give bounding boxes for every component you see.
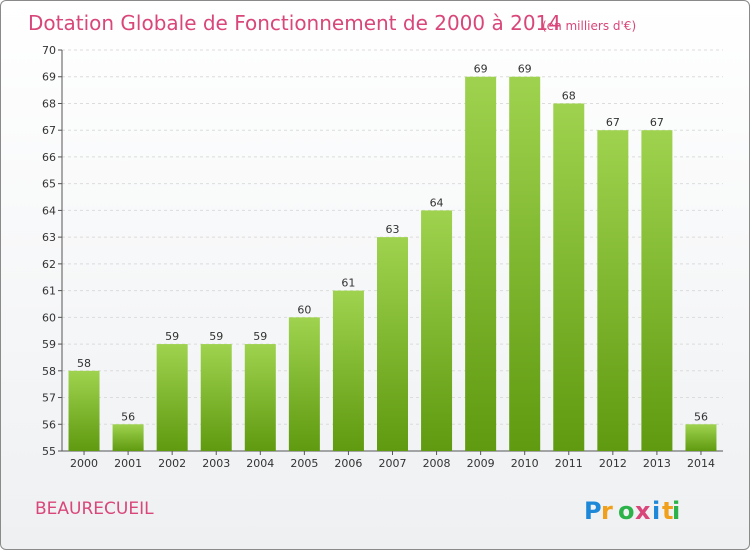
y-tick-label: 67 [42,124,56,137]
x-tick-label: 2012 [599,457,627,470]
bar-value-label: 59 [253,330,267,343]
y-tick-label: 66 [42,151,56,164]
y-tick-label: 69 [42,71,56,84]
x-tick-label: 2000 [70,457,98,470]
y-tick-label: 56 [42,418,56,431]
y-tick-label: 64 [42,204,56,217]
bar-2000 [68,370,100,451]
x-tick-label: 2003 [202,457,230,470]
y-tick-label: 58 [42,365,56,378]
y-tick-label: 55 [42,445,56,458]
bar-value-label: 58 [77,357,91,370]
x-tick-label: 2014 [687,457,715,470]
x-tick-label: 2013 [643,457,671,470]
x-tick-label: 2005 [290,457,318,470]
bar-2006 [332,290,364,451]
x-tick-label: 2007 [379,457,407,470]
x-tick-label: 2008 [423,457,451,470]
x-tick-label: 2009 [467,457,495,470]
bar-value-label: 61 [341,277,355,290]
x-tick-label: 2002 [158,457,186,470]
bar-value-label: 59 [209,330,223,343]
x-axis-ticks: 2000 2001 2002 2003 2004 2005 2006 2007 2008 2009… [70,451,715,470]
logo-letter: i [652,497,660,525]
logo-letter: r [601,497,613,525]
bar-value-label: 69 [518,63,532,76]
logo-letter: x [635,497,651,525]
logo-letter: t [662,497,673,525]
logo-letter: i [672,497,680,525]
x-tick-label: 2006 [334,457,362,470]
bars: 58 56 59 59 59 60 61 63 64 69 69 68 67 67 56 [68,63,717,451]
bar-2009 [465,76,497,451]
y-tick-label: 65 [42,178,56,191]
x-tick-label: 2004 [246,457,274,470]
bar-2010 [509,76,541,451]
bar-2014 [685,424,717,451]
bar-2007 [377,237,408,451]
y-tick-label: 62 [42,258,56,271]
bar-2004 [244,344,276,451]
y-tick-label: 59 [42,338,56,351]
bar-value-label: 67 [606,116,620,129]
commune-name: BEAURECUEIL [35,499,154,519]
bar-value-label: 56 [121,410,135,423]
bar-value-label: 60 [297,303,311,316]
bar-2013 [641,130,673,451]
y-tick-label: 60 [42,311,56,324]
y-tick-label: 68 [42,97,56,110]
y-tick-label: 70 [42,44,56,57]
bar-value-label: 69 [474,63,488,76]
bar-value-label: 64 [430,196,444,209]
logo-letter: P [584,497,602,525]
bar-2011 [553,103,585,451]
logo-letter: o [618,497,635,525]
x-tick-label: 2011 [555,457,583,470]
y-tick-label: 63 [42,231,56,244]
bar-value-label: 67 [650,116,664,129]
x-tick-label: 2010 [511,457,539,470]
y-tick-label: 57 [42,392,56,405]
bar-2001 [112,424,144,451]
bar-value-label: 56 [694,410,708,423]
bar-value-label: 63 [386,223,400,236]
chart-title: Dotation Globale de Fonctionnement de 20… [28,11,561,35]
bar-2012 [597,130,629,451]
bar-value-label: 59 [165,330,179,343]
y-tick-label: 61 [42,285,56,298]
x-tick-label: 2001 [114,457,142,470]
chart-unit: (en milliers d'€) [542,19,636,33]
bar-2003 [200,344,232,451]
bar-2005 [288,317,320,451]
bar-value-label: 68 [562,89,576,102]
bar-2008 [421,210,453,451]
y-axis-ticks: 55 56 57 58 59 60 61 62 63 64 65 66 67 68 69 70 [42,44,62,458]
bar-2002 [156,344,188,451]
